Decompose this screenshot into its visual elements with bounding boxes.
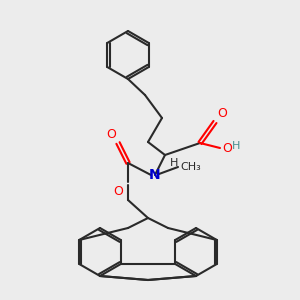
Text: CH₃: CH₃ xyxy=(180,162,201,172)
Text: O: O xyxy=(106,128,116,141)
Text: H: H xyxy=(170,158,178,168)
Text: O: O xyxy=(222,142,232,154)
Text: O: O xyxy=(113,185,123,198)
Text: O: O xyxy=(217,107,227,120)
Text: H: H xyxy=(232,141,240,151)
Text: N: N xyxy=(149,168,161,182)
